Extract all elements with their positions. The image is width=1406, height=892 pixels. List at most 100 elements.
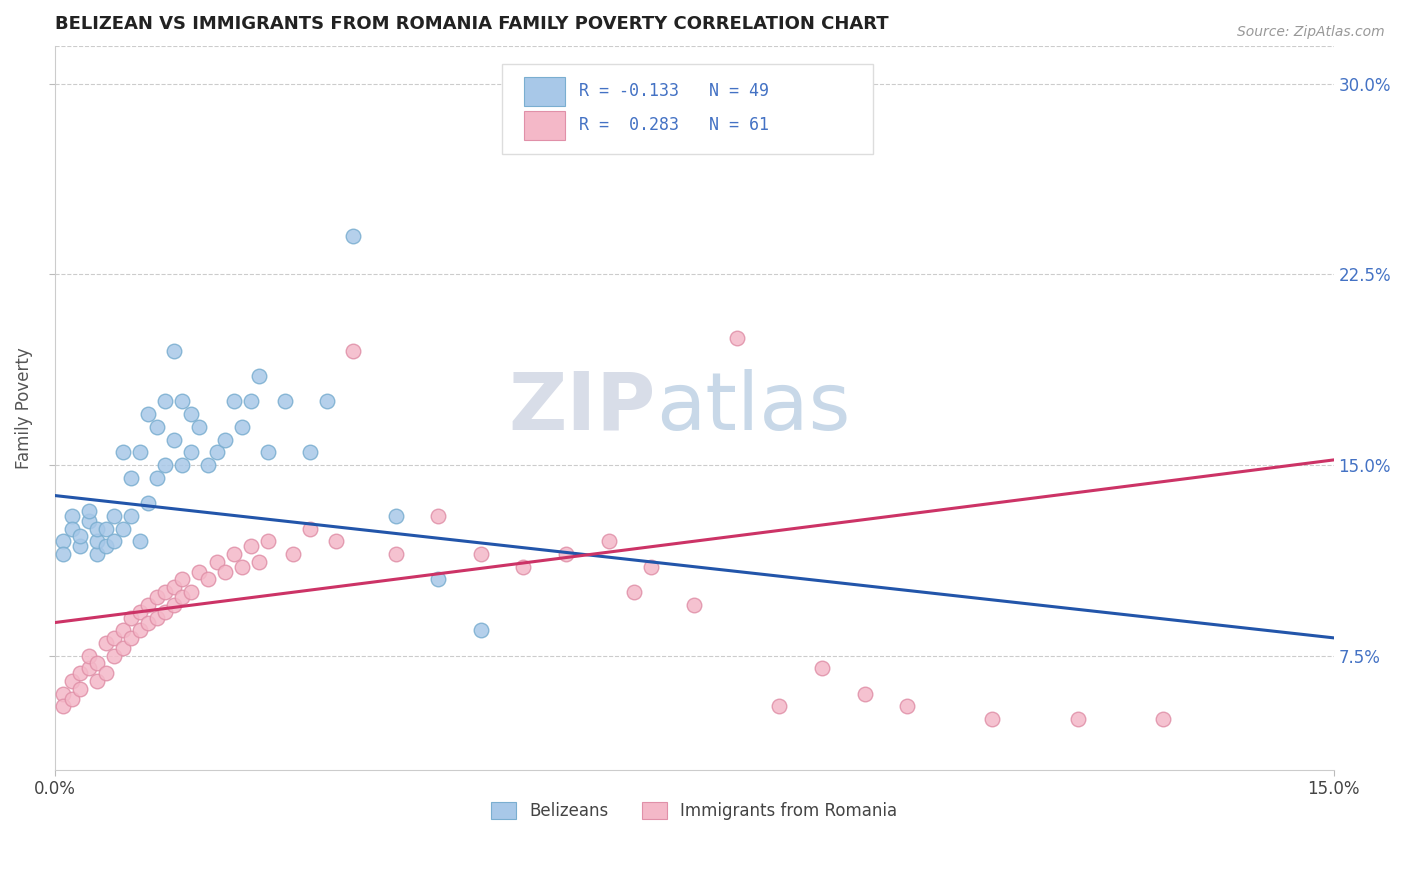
Point	[247, 369, 270, 384]
Point	[197, 573, 219, 587]
FancyBboxPatch shape	[524, 77, 565, 106]
Point	[146, 590, 169, 604]
Point	[239, 539, 262, 553]
Point	[316, 394, 339, 409]
Point	[94, 539, 117, 553]
Point	[94, 666, 117, 681]
Point	[52, 547, 75, 561]
Point	[111, 640, 134, 655]
Point	[136, 615, 159, 630]
Point	[180, 445, 202, 459]
Text: R = -0.133   N = 49: R = -0.133 N = 49	[579, 82, 769, 100]
Point	[384, 547, 406, 561]
FancyBboxPatch shape	[524, 111, 565, 140]
Point	[384, 508, 406, 523]
Point	[86, 547, 108, 561]
Point	[342, 343, 364, 358]
Point	[274, 394, 297, 409]
Point	[155, 458, 177, 472]
Point	[128, 534, 150, 549]
Point	[120, 508, 142, 523]
Point	[214, 433, 236, 447]
Point	[136, 598, 159, 612]
Point	[342, 229, 364, 244]
Point	[52, 534, 75, 549]
Point	[111, 445, 134, 459]
Point	[427, 573, 450, 587]
Point	[188, 565, 211, 579]
Text: atlas: atlas	[655, 368, 851, 447]
Point	[69, 666, 91, 681]
Point	[136, 407, 159, 421]
Point	[128, 606, 150, 620]
Point	[60, 674, 83, 689]
Point	[623, 585, 645, 599]
Point	[981, 712, 1004, 726]
Point	[94, 636, 117, 650]
Point	[86, 522, 108, 536]
Point	[146, 420, 169, 434]
Point	[69, 681, 91, 696]
Point	[103, 534, 125, 549]
Point	[299, 445, 322, 459]
Point	[256, 534, 278, 549]
Point	[283, 547, 305, 561]
Point	[163, 580, 186, 594]
Point	[172, 394, 194, 409]
Point	[52, 687, 75, 701]
Point	[325, 534, 347, 549]
Point	[231, 420, 253, 434]
Point	[896, 699, 918, 714]
Point	[163, 343, 186, 358]
Point	[155, 606, 177, 620]
Point	[120, 631, 142, 645]
Point	[60, 691, 83, 706]
Point	[205, 555, 228, 569]
Point	[853, 687, 876, 701]
Point	[725, 331, 748, 345]
Point	[60, 522, 83, 536]
Point	[120, 471, 142, 485]
Y-axis label: Family Poverty: Family Poverty	[15, 347, 32, 468]
Point	[172, 458, 194, 472]
Point	[180, 407, 202, 421]
Point	[205, 445, 228, 459]
Point	[640, 559, 662, 574]
Point	[103, 648, 125, 663]
Point	[69, 529, 91, 543]
FancyBboxPatch shape	[502, 63, 873, 154]
Point	[77, 504, 100, 518]
Point	[94, 522, 117, 536]
Point	[768, 699, 790, 714]
Point	[77, 661, 100, 675]
Point	[512, 559, 534, 574]
Point	[180, 585, 202, 599]
Point	[197, 458, 219, 472]
Point	[146, 471, 169, 485]
Point	[155, 585, 177, 599]
Point	[60, 508, 83, 523]
Point	[172, 573, 194, 587]
Text: R =  0.283   N = 61: R = 0.283 N = 61	[579, 116, 769, 135]
Point	[120, 610, 142, 624]
Point	[111, 624, 134, 638]
Point	[103, 508, 125, 523]
Point	[214, 565, 236, 579]
Point	[128, 445, 150, 459]
Point	[146, 610, 169, 624]
Point	[111, 522, 134, 536]
Point	[222, 547, 245, 561]
Point	[247, 555, 270, 569]
Point	[77, 648, 100, 663]
Point	[470, 547, 492, 561]
Point	[163, 598, 186, 612]
Point	[299, 522, 322, 536]
Point	[222, 394, 245, 409]
Point	[128, 624, 150, 638]
Point	[231, 559, 253, 574]
Point	[86, 674, 108, 689]
Text: Source: ZipAtlas.com: Source: ZipAtlas.com	[1237, 25, 1385, 39]
Point	[811, 661, 834, 675]
Point	[77, 514, 100, 528]
Text: ZIP: ZIP	[509, 368, 655, 447]
